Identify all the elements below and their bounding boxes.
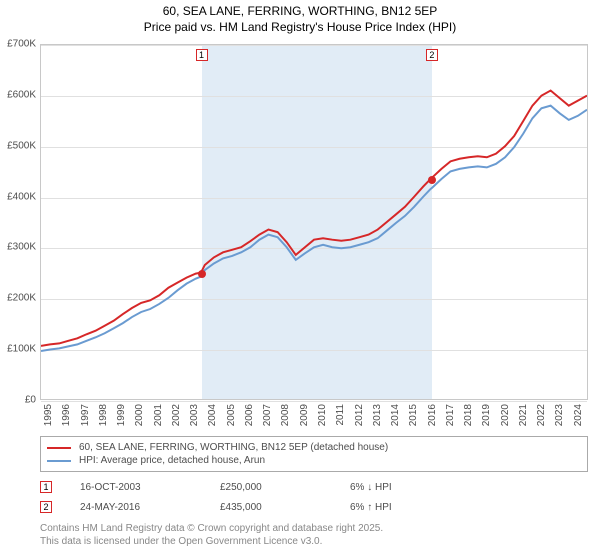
x-tick-label: 1997: [80, 404, 91, 426]
legend-item: 60, SEA LANE, FERRING, WORTHING, BN12 5E…: [47, 441, 581, 454]
y-tick-label: £300K: [7, 242, 36, 253]
x-tick-label: 2008: [280, 404, 291, 426]
x-tick-label: 2014: [390, 404, 401, 426]
x-tick-label: 2012: [354, 404, 365, 426]
sale-date: 24-MAY-2016: [80, 502, 220, 513]
sale-marker-1: 1: [196, 49, 208, 61]
plot-area: 12: [40, 44, 588, 400]
x-tick-label: 2020: [500, 404, 511, 426]
title-subtitle: Price paid vs. HM Land Registry's House …: [0, 20, 600, 36]
x-tick-label: 2004: [207, 404, 218, 426]
x-tick-label: 1999: [116, 404, 127, 426]
sale-change: 6% ↑ HPI: [350, 502, 450, 513]
x-tick-label: 2021: [518, 404, 529, 426]
x-tick-label: 2003: [189, 404, 200, 426]
x-tick-label: 2006: [244, 404, 255, 426]
legend-label: 60, SEA LANE, FERRING, WORTHING, BN12 5E…: [79, 442, 388, 453]
legend-item: HPI: Average price, detached house, Arun: [47, 454, 581, 467]
series-line-property: [41, 91, 587, 346]
footer: Contains HM Land Registry data © Crown c…: [40, 522, 383, 548]
x-tick-label: 1995: [43, 404, 54, 426]
sale-point-1: [198, 270, 206, 278]
x-tick-label: 2001: [153, 404, 164, 426]
x-tick-label: 2000: [134, 404, 145, 426]
y-tick-label: £600K: [7, 89, 36, 100]
x-tick-label: 2023: [554, 404, 565, 426]
sales-table: 1 16-OCT-2003£250,0006% ↓ HPI 2 24-MAY-2016…: [40, 479, 588, 519]
sale-change: 6% ↓ HPI: [350, 482, 450, 493]
y-tick-label: £500K: [7, 140, 36, 151]
x-tick-label: 2019: [481, 404, 492, 426]
y-axis: £0£100K£200K£300K£400K£500K£600K£700K: [0, 44, 38, 400]
legend: 60, SEA LANE, FERRING, WORTHING, BN12 5E…: [40, 436, 588, 472]
sale-price: £435,000: [220, 502, 350, 513]
x-tick-label: 2002: [171, 404, 182, 426]
sale-row: 1 16-OCT-2003£250,0006% ↓ HPI: [40, 479, 588, 499]
sale-row-marker: 1: [40, 481, 52, 493]
x-tick-label: 2018: [463, 404, 474, 426]
legend-label: HPI: Average price, detached house, Arun: [79, 455, 265, 466]
x-tick-label: 2010: [317, 404, 328, 426]
y-tick-label: £400K: [7, 191, 36, 202]
x-tick-label: 2013: [372, 404, 383, 426]
y-tick-label: £700K: [7, 39, 36, 50]
y-tick-label: £0: [25, 395, 36, 406]
legend-swatch: [47, 447, 71, 449]
sale-marker-2: 2: [426, 49, 438, 61]
y-tick-label: £100K: [7, 344, 36, 355]
x-tick-label: 2015: [408, 404, 419, 426]
x-axis: 1995 1996 1997 1998 1999 2000 2001 2002 2003 2004…: [40, 402, 588, 432]
x-tick-label: 2017: [445, 404, 456, 426]
x-tick-label: 2011: [335, 404, 346, 426]
sale-date: 16-OCT-2003: [80, 482, 220, 493]
footer-line2: This data is licensed under the Open Gov…: [40, 535, 383, 548]
x-tick-label: 2005: [226, 404, 237, 426]
chart-svg: [41, 45, 587, 399]
sale-price: £250,000: [220, 482, 350, 493]
footer-line1: Contains HM Land Registry data © Crown c…: [40, 522, 383, 535]
x-tick-label: 1996: [61, 404, 72, 426]
legend-swatch: [47, 460, 71, 462]
sale-point-2: [428, 176, 436, 184]
x-tick-label: 1998: [98, 404, 109, 426]
title-block: 60, SEA LANE, FERRING, WORTHING, BN12 5E…: [0, 0, 600, 35]
sale-row: 2 24-MAY-2016£435,0006% ↑ HPI: [40, 499, 588, 519]
chart-container: 60, SEA LANE, FERRING, WORTHING, BN12 5E…: [0, 0, 600, 560]
x-tick-label: 2024: [573, 404, 584, 426]
x-tick-label: 2022: [536, 404, 547, 426]
x-tick-label: 2007: [262, 404, 273, 426]
y-tick-label: £200K: [7, 293, 36, 304]
x-tick-label: 2016: [427, 404, 438, 426]
title-address: 60, SEA LANE, FERRING, WORTHING, BN12 5E…: [0, 4, 600, 20]
sale-row-marker: 2: [40, 501, 52, 513]
x-tick-label: 2009: [299, 404, 310, 426]
